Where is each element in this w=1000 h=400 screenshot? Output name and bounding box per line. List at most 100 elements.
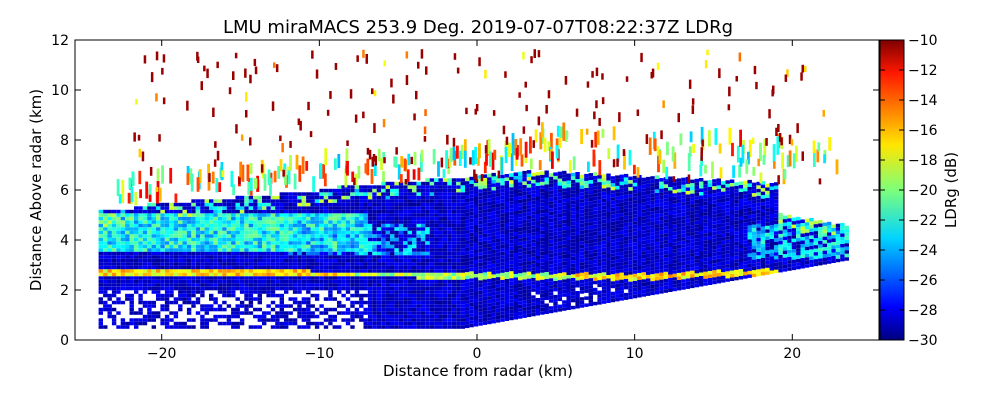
ldr-cell	[186, 325, 192, 329]
ldr-cell	[690, 225, 695, 229]
ldr-cell	[540, 258, 545, 263]
ldr-cell	[623, 236, 629, 241]
ldr-cell	[482, 261, 488, 266]
ldr-cell	[690, 270, 695, 275]
ldr-cell	[557, 252, 563, 256]
ldr-cell	[142, 265, 148, 270]
ldr-cell	[685, 187, 691, 191]
ldr-cell	[628, 278, 633, 282]
ldr-cell	[279, 237, 284, 242]
ldr-cell	[615, 189, 620, 193]
ldr-cell	[615, 266, 620, 270]
ldr-cell	[491, 260, 496, 264]
ldr-cell	[134, 318, 139, 322]
ldr-cell	[306, 286, 311, 291]
ldr-cell	[213, 234, 218, 238]
ldr-cell	[601, 286, 607, 290]
ldr-cell	[178, 265, 183, 270]
ldr-cell	[676, 279, 682, 284]
ldr-cell	[381, 241, 386, 245]
ldr-cell	[597, 206, 602, 211]
ldr-cell	[403, 272, 408, 277]
ldr-cell	[460, 209, 465, 214]
ldr-cell	[575, 242, 580, 246]
ldr-cell	[522, 303, 527, 308]
ldr-cell	[345, 321, 351, 326]
ldr-cell	[359, 220, 364, 224]
ldr-cell	[491, 204, 496, 208]
ldr-cell	[478, 287, 483, 291]
ldr-cell	[416, 304, 421, 308]
ldr-cell	[646, 246, 651, 251]
ldr-cell	[398, 209, 404, 214]
ldr-cell	[535, 259, 540, 263]
ldr-cell	[416, 325, 421, 329]
ldr-cell	[226, 216, 232, 221]
ldr-cell	[526, 271, 532, 276]
ldr-cell	[425, 181, 430, 186]
ldr-cell	[204, 244, 209, 249]
ldr-cell	[442, 265, 448, 270]
ldr-cell	[412, 311, 417, 315]
ldr-cell	[447, 192, 452, 196]
ldr-cell	[469, 253, 474, 258]
ldr-cell	[469, 313, 474, 317]
ldr-cell	[341, 206, 346, 210]
ldr-cell	[681, 198, 686, 203]
ldr-cell	[451, 255, 457, 259]
ldr-cell	[367, 244, 373, 249]
ldr-cell	[319, 279, 324, 284]
ldr-cell	[195, 237, 201, 242]
ldr-cell	[456, 230, 461, 235]
ldr-cell	[310, 192, 315, 196]
ldr-cell	[548, 257, 554, 261]
ldr-cell	[138, 307, 143, 312]
ldr-cell	[284, 223, 289, 228]
ldr-cell	[310, 321, 315, 326]
ldr-cell	[407, 286, 412, 291]
ldr-cell	[253, 258, 258, 263]
ldr-cell	[619, 206, 624, 210]
ldr-cell	[654, 259, 660, 263]
ldr-cell	[487, 275, 492, 279]
ldr-cell	[345, 307, 351, 312]
ldr-cell	[434, 269, 439, 273]
ldr-cell	[270, 199, 276, 203]
ldr-cell	[447, 223, 452, 228]
ldr-cell	[465, 261, 470, 266]
ldr-cell	[231, 293, 236, 298]
ldr-cell	[469, 194, 474, 198]
ldr-cell	[381, 286, 386, 291]
ldr-cell	[200, 216, 205, 221]
ldr-cell	[385, 195, 390, 200]
ldr-cell	[469, 190, 474, 195]
ldr-cell	[438, 195, 443, 200]
ldr-cell	[663, 191, 669, 195]
ldr-cell	[134, 213, 139, 217]
ldr-cell	[394, 311, 399, 315]
ldr-cell	[465, 244, 470, 248]
ldr-cell	[390, 206, 395, 210]
ldr-cell	[522, 296, 527, 301]
ldr-cell	[540, 283, 545, 287]
ldr-cell	[442, 297, 448, 301]
ldr-cell	[699, 220, 704, 224]
ldr-cell	[412, 216, 417, 221]
ldr-cell	[504, 300, 510, 304]
ldr-cell	[195, 209, 201, 214]
ldr-cell	[544, 170, 549, 174]
ldr-cell	[460, 195, 465, 200]
ldr-cell	[253, 244, 258, 249]
ldr-cell	[460, 269, 465, 273]
ldr-cell	[522, 240, 527, 245]
ldr-cell	[699, 209, 704, 213]
ldr-cell	[487, 320, 492, 325]
ldr-cell	[571, 242, 576, 247]
ldr-cell	[606, 278, 611, 282]
ldr-cell	[323, 276, 329, 280]
ldr-cell	[575, 203, 580, 207]
ldr-cell	[610, 186, 616, 191]
ldr-cell	[332, 195, 337, 200]
ldr-cell	[478, 234, 483, 239]
ldr-cell	[584, 268, 589, 272]
